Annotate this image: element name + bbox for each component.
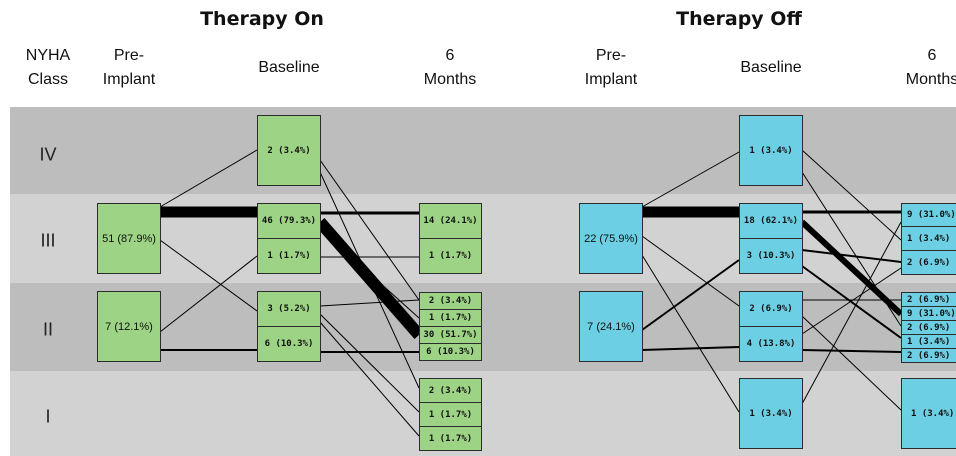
off-baseline-class-i: 1 (3.4%) xyxy=(739,378,803,449)
on-pre-header-line1: Pre- xyxy=(113,47,145,64)
on-m6-header-line2: Months xyxy=(423,71,477,88)
off-baseline-class-iii-b: 3 (10.3%) xyxy=(739,238,803,274)
flow-off-base3b-m3c xyxy=(801,249,902,263)
off-6m-class-ii-b: 9 (31.0%) xyxy=(901,306,956,321)
class-label-ii: II xyxy=(42,319,53,340)
on-6m-class-ii-c: 30 (51.7%) xyxy=(419,326,482,344)
class-label-iii: III xyxy=(40,230,56,251)
nyha-class-header: NYHA Class xyxy=(26,44,70,92)
off-m6-header-line2: Months xyxy=(905,71,956,88)
on-m6-header-line1: 6 xyxy=(445,47,455,64)
flow-off-base2a-m1 xyxy=(801,315,902,411)
off-baseline-class-ii-a: 2 (6.9%) xyxy=(739,291,803,327)
off-6m-class-ii-a: 2 (6.9%) xyxy=(901,292,956,307)
flow-on-base3a-m2b xyxy=(319,228,420,319)
off-pre-implant-header: Pre- Implant xyxy=(585,44,637,92)
flow-off-base3b-m2d xyxy=(801,265,902,339)
off-baseline-class-iv: 1 (3.4%) xyxy=(739,115,803,186)
off-6m-class-ii-e: 2 (6.9%) xyxy=(901,348,956,363)
flow-off-pre2-base3b xyxy=(641,259,740,331)
flow-on-pre3-base4 xyxy=(159,149,258,208)
flow-on-pre3-base2a xyxy=(159,239,258,312)
off-6m-class-ii-c: 2 (6.9%) xyxy=(901,320,956,335)
off-6m-class-iii-c: 2 (6.9%) xyxy=(901,250,956,275)
flow-on-pre2-base3b xyxy=(159,255,258,333)
flow-off-base1-m3a xyxy=(801,221,902,405)
off-6m-class-iii-b: 1 (3.4%) xyxy=(901,226,956,251)
on-pre-implant-class-iii: 51 (87.9%) xyxy=(97,203,161,274)
flow-off-base3a-m2b xyxy=(799,219,904,317)
on-baseline-header: Baseline xyxy=(258,59,320,76)
on-6m-class-ii-a: 2 (3.4%) xyxy=(419,292,482,310)
flow-off-base4-m3b xyxy=(801,149,902,241)
on-baseline-class-ii-b: 6 (10.3%) xyxy=(257,326,321,362)
on-6m-class-i-b: 1 (1.7%) xyxy=(419,402,482,427)
flow-on-base2a-m2a xyxy=(319,299,420,307)
nyha-header-line2: Class xyxy=(27,71,69,88)
on-baseline-class-iv: 2 (3.4%) xyxy=(257,115,321,186)
off-baseline-header: Baseline xyxy=(740,59,802,76)
on-baseline-class-ii-a: 3 (5.2%) xyxy=(257,291,321,327)
flow-on-base2a-m1b xyxy=(319,313,420,413)
on-6m-class-i-a: 2 (3.4%) xyxy=(419,378,482,403)
off-baseline-class-iii-a: 18 (62.1%) xyxy=(739,203,803,239)
therapy-on-title: Therapy On xyxy=(200,8,324,30)
on-6m-class-iii-a: 14 (24.1%) xyxy=(419,203,482,239)
flow-on-base2a-m1c xyxy=(319,321,420,437)
off-pre-implant-class-ii: 7 (24.1%) xyxy=(579,291,643,362)
flow-off-base2b-m2e xyxy=(801,349,902,353)
off-pre-implant-class-iii: 22 (75.9%) xyxy=(579,203,643,274)
nyha-header-line1: NYHA xyxy=(25,47,71,64)
on-6m-class-ii-d: 6 (10.3%) xyxy=(419,343,482,361)
off-6-months-header: 6 Months xyxy=(906,44,956,92)
off-m6-header-line1: 6 xyxy=(927,47,937,64)
flow-off-pre3-base2a xyxy=(641,235,740,307)
on-baseline-class-iii-a: 46 (79.3%) xyxy=(257,203,321,239)
on-baseline-class-iii-b: 1 (1.7%) xyxy=(257,238,321,274)
flow-on-base3a-m2c xyxy=(315,218,424,339)
on-6m-class-i-c: 1 (1.7%) xyxy=(419,426,482,451)
flow-off-pre3-base1 xyxy=(641,254,740,413)
off-6m-class-iii-a: 9 (31.0%) xyxy=(901,203,956,227)
off-6m-class-ii-d: 1 (3.4%) xyxy=(901,334,956,349)
flow-off-pre3-base4 xyxy=(641,151,740,208)
off-pre-header-line2: Implant xyxy=(584,71,638,88)
on-pre-implant-class-ii: 7 (12.1%) xyxy=(97,291,161,362)
therapy-off-title: Therapy Off xyxy=(676,8,802,30)
off-baseline-class-ii-b: 4 (13.8%) xyxy=(739,326,803,362)
flow-on-base4-m1a xyxy=(319,171,420,389)
off-6m-class-i: 1 (3.4%) xyxy=(901,378,956,449)
off-pre-header-line1: Pre- xyxy=(595,47,627,64)
on-6m-class-iii-b: 1 (1.7%) xyxy=(419,238,482,274)
class-label-iv: IV xyxy=(39,144,57,165)
flow-on-base4-m2a xyxy=(319,159,420,301)
flow-off-base2b-m3c xyxy=(801,267,902,335)
on-6-months-header: 6 Months xyxy=(424,44,476,92)
on-pre-implant-header: Pre- Implant xyxy=(103,44,155,92)
on-pre-header-line2: Implant xyxy=(102,71,156,88)
on-6m-class-ii-b: 1 (1.7%) xyxy=(419,309,482,327)
class-label-i: I xyxy=(45,406,51,427)
flow-off-pre2-base2b xyxy=(641,346,740,351)
